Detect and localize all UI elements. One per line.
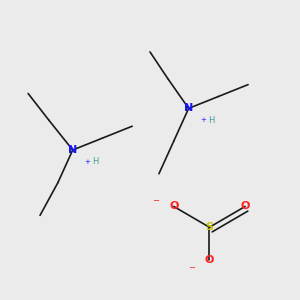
Text: O: O xyxy=(169,202,178,212)
Text: +: + xyxy=(200,117,206,123)
Text: N: N xyxy=(184,103,193,113)
Text: H: H xyxy=(92,158,98,166)
Text: H: H xyxy=(208,116,214,125)
Text: +: + xyxy=(85,159,91,165)
Text: O: O xyxy=(240,202,250,212)
Text: N: N xyxy=(68,145,77,155)
Text: −: − xyxy=(188,263,195,272)
Text: O: O xyxy=(205,255,214,265)
Text: S: S xyxy=(206,222,213,232)
Text: −: − xyxy=(152,196,159,205)
